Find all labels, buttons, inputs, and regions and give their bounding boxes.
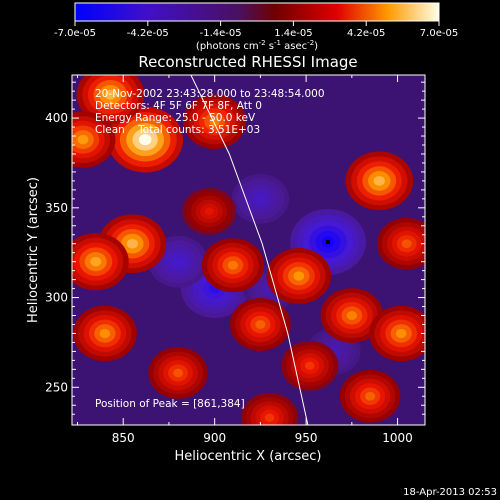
bright-source xyxy=(281,340,339,391)
source-contour xyxy=(373,175,385,186)
plot-area: 850 900 950 1000 250 300 350 400 20-Nov-2002 23… xyxy=(45,74,426,445)
bright-source xyxy=(72,111,116,168)
source-contour xyxy=(264,413,275,422)
colorbar-tick-label: 1.4e-05 xyxy=(274,28,312,39)
bright-source xyxy=(376,217,425,270)
bright-source xyxy=(320,288,384,343)
y-tick-label: 250 xyxy=(45,380,68,394)
source-contour xyxy=(77,134,89,145)
colorbar-tick-label: -4.2e-05 xyxy=(127,28,169,39)
y-tick-label: 300 xyxy=(45,291,68,305)
peak-marker xyxy=(326,239,331,244)
colorbar: -7.0e-05 -4.2e-05 -1.4e-05 1.4e-05 4.2e-05 7.… xyxy=(54,2,458,52)
axis-ticks: 850 900 950 1000 250 300 350 400 xyxy=(45,75,425,445)
source-contour xyxy=(173,368,184,378)
y-axis-label: Heliocentric Y (arcsec) xyxy=(26,177,41,323)
chart-title: Reconstructed RHESSI Image xyxy=(138,53,357,71)
bright-source xyxy=(230,298,291,351)
bright-source xyxy=(76,75,145,125)
source-contour xyxy=(126,238,138,249)
source-contour xyxy=(255,320,266,329)
source-contour xyxy=(204,207,214,216)
x-tick-label: 950 xyxy=(295,431,318,445)
bright-source xyxy=(201,238,265,293)
bright-source xyxy=(369,305,425,362)
bright-source xyxy=(345,151,414,211)
annotation-clean-counts: Clean Total counts: 3.51E+03 xyxy=(95,124,260,136)
annotation-energy-range: Energy Range: 25.0 - 50.0 keV xyxy=(95,112,256,124)
y-tick-label: 350 xyxy=(45,201,68,215)
source-contour xyxy=(395,328,407,339)
annotation-detectors: Detectors: 4F 5F 6F 7F 8F, Att 0 xyxy=(95,100,262,112)
x-tick-label: 1000 xyxy=(382,431,413,445)
x-tick-label: 900 xyxy=(203,431,226,445)
dip-contour xyxy=(255,194,266,204)
source-contour xyxy=(346,310,358,321)
colorbar-tick-label: -7.0e-05 xyxy=(54,28,96,39)
source-contour xyxy=(90,256,102,267)
x-axis-label: Heliocentric X (arcsec) xyxy=(175,449,322,464)
y-tick-label: 400 xyxy=(45,111,68,125)
solar-limb-line xyxy=(190,75,309,425)
footer-date: 18-Apr-2013 02:53 xyxy=(403,487,497,498)
colorbar-ticks: -7.0e-05 -4.2e-05 -1.4e-05 1.4e-05 4.2e-05 7.… xyxy=(54,21,458,39)
bright-source xyxy=(73,305,137,362)
source-contour xyxy=(227,260,239,270)
colorbar-gradient xyxy=(74,2,440,22)
colorbar-tick-label: -1.4e-05 xyxy=(200,28,242,39)
source-contour xyxy=(304,361,315,370)
bright-source xyxy=(107,106,184,173)
source-contour xyxy=(104,89,117,100)
bright-source xyxy=(72,232,129,291)
bright-source xyxy=(240,392,299,425)
source-contour xyxy=(365,391,376,401)
colorbar-units-label: (photons cm-2 s-1 asec-2) xyxy=(196,39,318,52)
source-contour xyxy=(401,239,412,249)
colorbar-tick-label: 7.0e-05 xyxy=(420,28,458,39)
dip-contour xyxy=(173,257,184,266)
source-contour xyxy=(138,134,152,146)
colorbar-tick-label: 4.2e-05 xyxy=(347,28,385,39)
x-tick-label: 850 xyxy=(112,431,135,445)
source-contour xyxy=(293,271,305,281)
source-contour xyxy=(99,328,111,339)
bright-source xyxy=(148,347,208,399)
annotation-peak-position: Position of Peak = [861,384] xyxy=(95,398,245,410)
bright-source xyxy=(339,369,401,423)
bright-source xyxy=(182,187,237,235)
plot-frame xyxy=(71,74,426,426)
dark-source xyxy=(231,173,290,224)
bright-source xyxy=(266,248,331,305)
annotation-time-range: 20-Nov-2002 23:43:28.000 to 23:48:54.000 xyxy=(95,88,325,100)
